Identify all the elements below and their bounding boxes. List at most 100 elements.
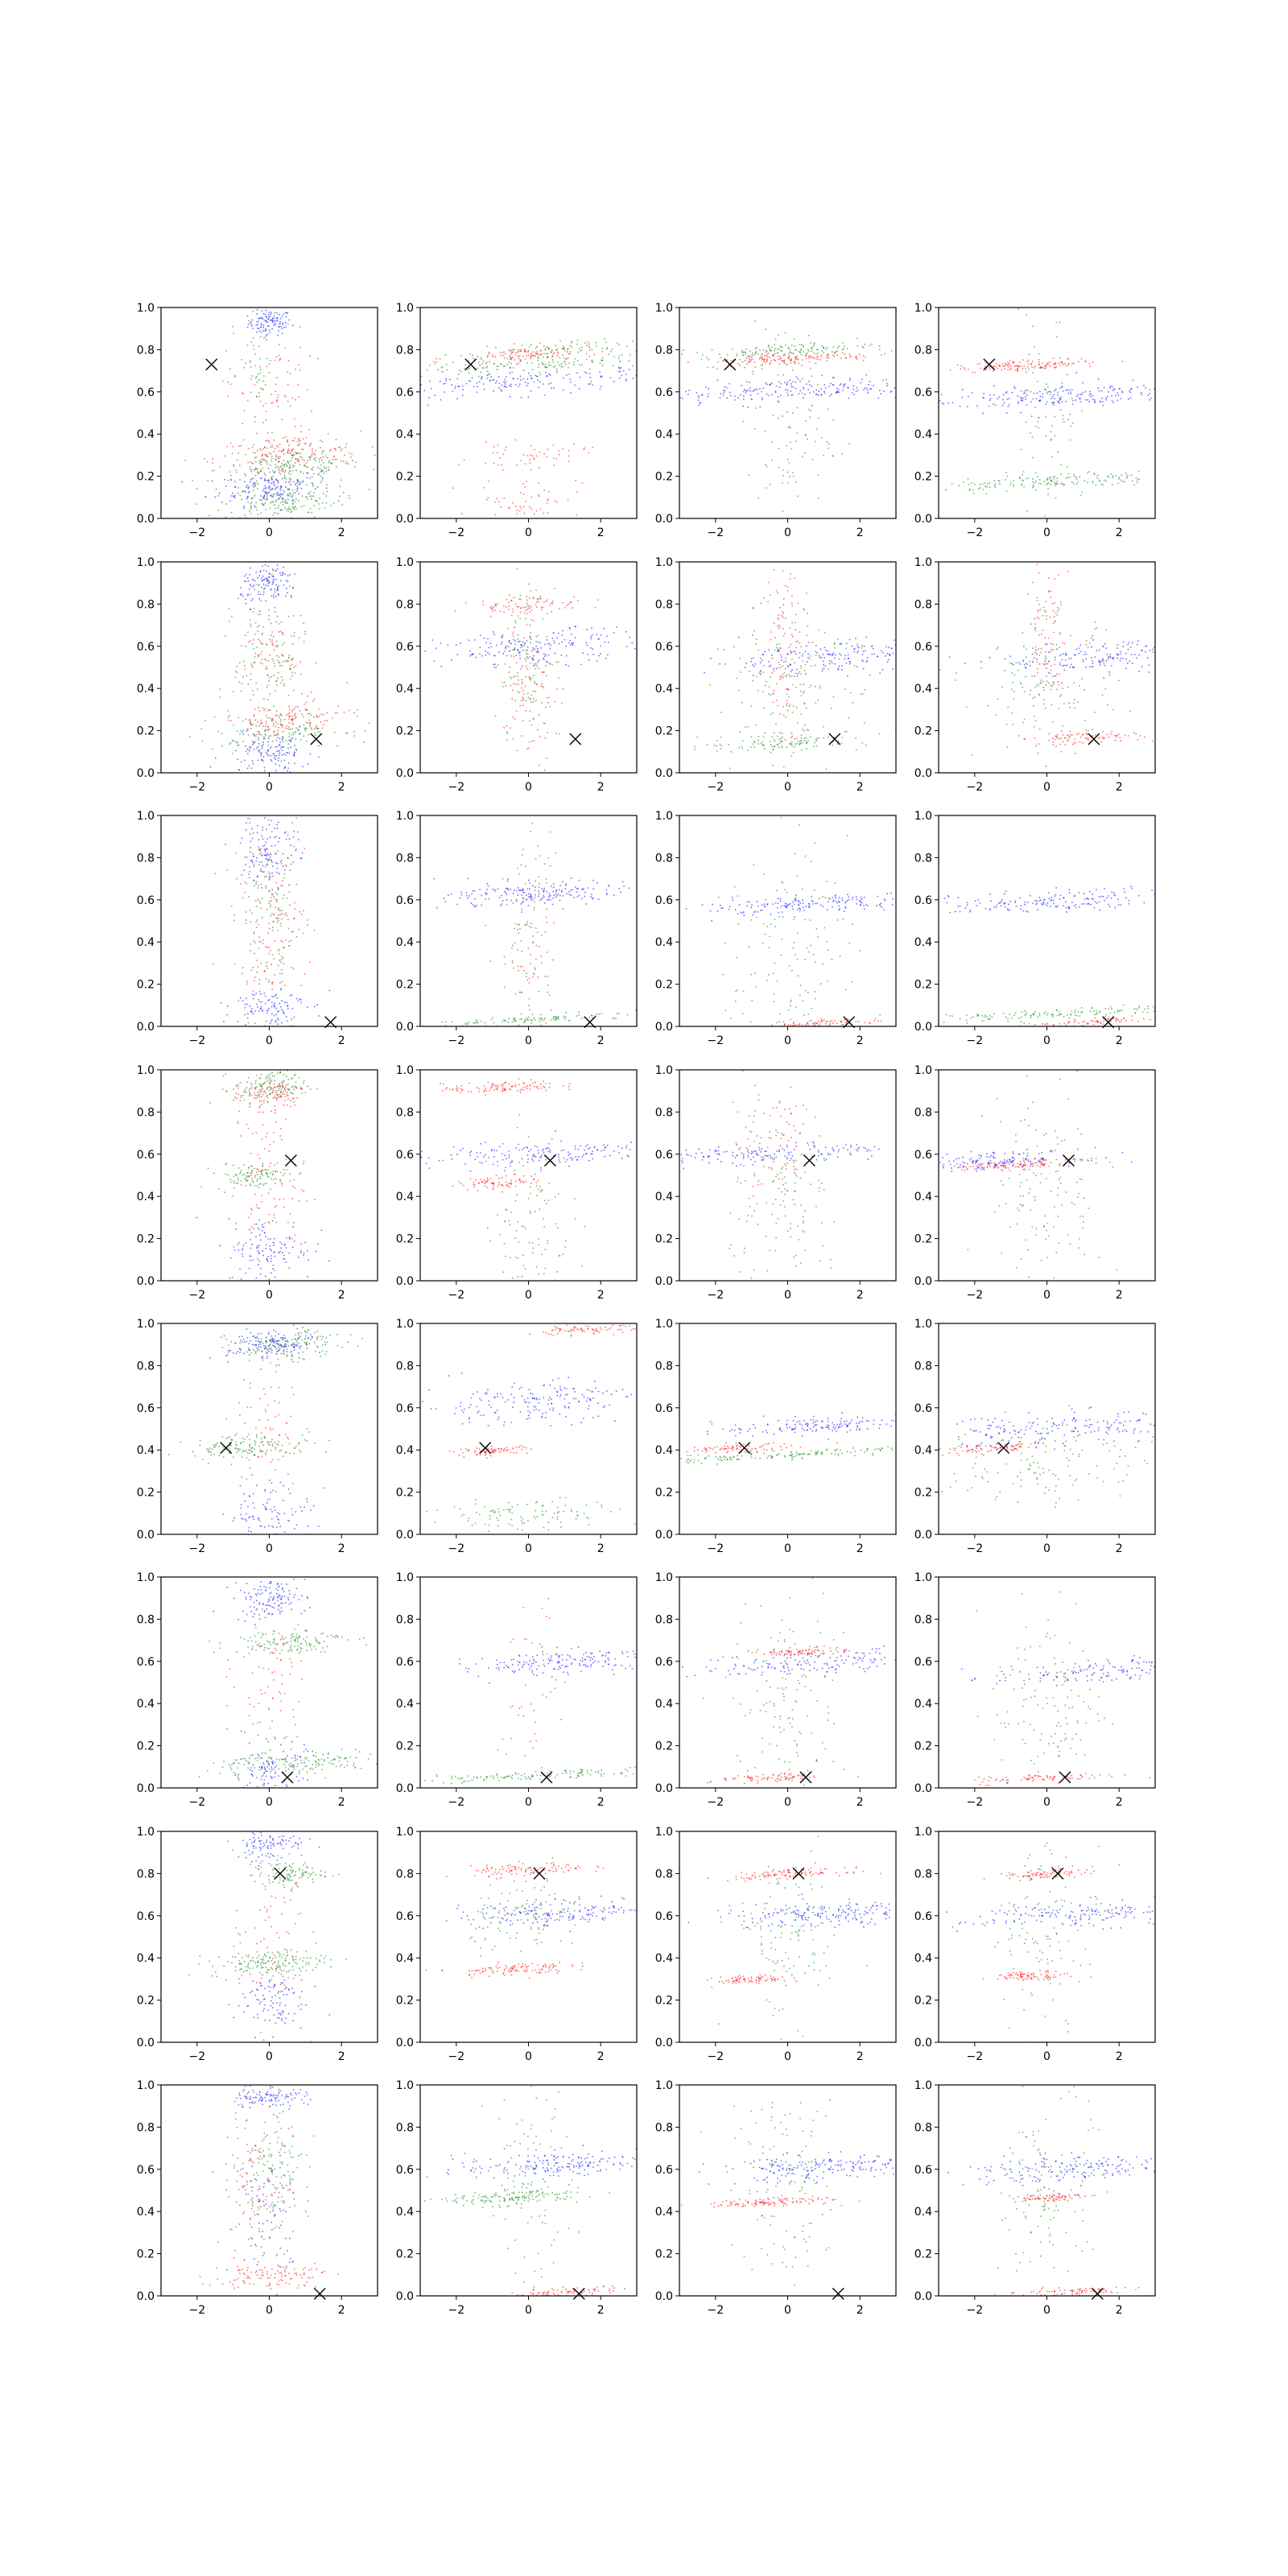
data-point <box>291 738 292 740</box>
data-point <box>813 343 815 345</box>
data-point <box>229 715 230 716</box>
data-point <box>811 665 812 667</box>
data-point <box>310 727 312 729</box>
data-point <box>293 632 295 634</box>
data-point <box>539 736 541 737</box>
data-point <box>1021 397 1022 399</box>
data-point <box>723 390 724 391</box>
data-point <box>266 855 267 857</box>
data-point <box>791 745 793 746</box>
data-point <box>1092 729 1093 731</box>
data-point <box>281 332 283 335</box>
data-point <box>748 355 750 357</box>
data-point <box>1113 708 1114 711</box>
red-series-cluster-4 <box>204 428 375 500</box>
data-point <box>1129 391 1132 394</box>
data-point <box>546 375 548 378</box>
data-point <box>798 393 800 394</box>
data-point <box>1073 473 1075 476</box>
data-point <box>760 602 762 604</box>
data-point <box>319 508 320 510</box>
data-point <box>264 817 266 819</box>
data-point <box>1100 661 1103 663</box>
data-point <box>545 660 547 663</box>
data-point <box>296 488 299 490</box>
data-point <box>588 383 590 385</box>
data-point <box>795 706 798 708</box>
data-point <box>1131 388 1133 390</box>
data-point <box>1087 481 1088 484</box>
data-point <box>266 570 267 572</box>
data-point <box>445 378 448 380</box>
data-point <box>1034 686 1037 688</box>
data-point <box>247 580 250 582</box>
data-point <box>803 692 804 694</box>
data-point <box>455 386 456 387</box>
data-point <box>803 730 805 732</box>
data-point <box>723 360 724 361</box>
data-point <box>547 357 549 358</box>
data-point <box>493 663 494 666</box>
data-point <box>305 443 307 444</box>
data-point <box>262 324 265 327</box>
data-point <box>566 605 568 606</box>
data-point <box>316 467 319 469</box>
data-point <box>1018 669 1019 671</box>
data-point <box>311 691 312 693</box>
data-point <box>257 483 258 485</box>
data-point <box>736 353 738 355</box>
data-point <box>694 749 696 751</box>
data-point <box>543 345 545 347</box>
data-point <box>250 479 252 481</box>
data-point <box>823 667 825 669</box>
data-point <box>257 745 259 748</box>
data-point <box>229 471 231 473</box>
data-point <box>771 394 773 396</box>
data-point <box>265 313 266 316</box>
data-point <box>288 654 291 656</box>
data-point <box>816 356 819 357</box>
data-point <box>260 570 262 572</box>
data-point <box>277 498 279 500</box>
data-point <box>273 594 275 597</box>
data-point <box>803 737 805 740</box>
axes-frame <box>679 561 897 774</box>
data-point <box>1049 365 1051 367</box>
data-point <box>613 381 615 382</box>
data-point <box>262 453 264 456</box>
data-point <box>527 350 530 353</box>
data-point <box>786 674 787 676</box>
y-tick-label: 0.4 <box>655 428 673 441</box>
data-point <box>997 646 999 648</box>
data-point <box>774 348 776 350</box>
data-point <box>818 737 819 739</box>
data-point <box>783 672 786 674</box>
data-point <box>275 852 276 855</box>
data-point <box>984 482 986 485</box>
data-point <box>560 702 563 704</box>
data-point <box>719 397 721 398</box>
data-point <box>288 736 290 737</box>
data-point <box>251 760 254 762</box>
data-point <box>304 729 306 732</box>
data-point <box>289 574 291 576</box>
data-point <box>750 359 752 361</box>
data-point <box>340 449 341 452</box>
data-point <box>1013 674 1016 676</box>
data-point <box>1088 642 1091 645</box>
data-point <box>1058 402 1059 403</box>
data-point <box>1121 474 1122 477</box>
data-point <box>1018 365 1020 368</box>
data-point <box>1036 600 1038 601</box>
data-point <box>502 354 504 357</box>
data-point <box>787 394 789 396</box>
data-point <box>768 352 770 354</box>
data-point <box>1017 395 1019 397</box>
x-tick-label: 0 <box>525 781 532 794</box>
data-point <box>709 683 711 686</box>
data-point <box>312 466 315 469</box>
data-point <box>319 468 321 469</box>
data-point <box>263 504 265 506</box>
data-point <box>253 694 254 696</box>
data-point <box>433 660 436 663</box>
